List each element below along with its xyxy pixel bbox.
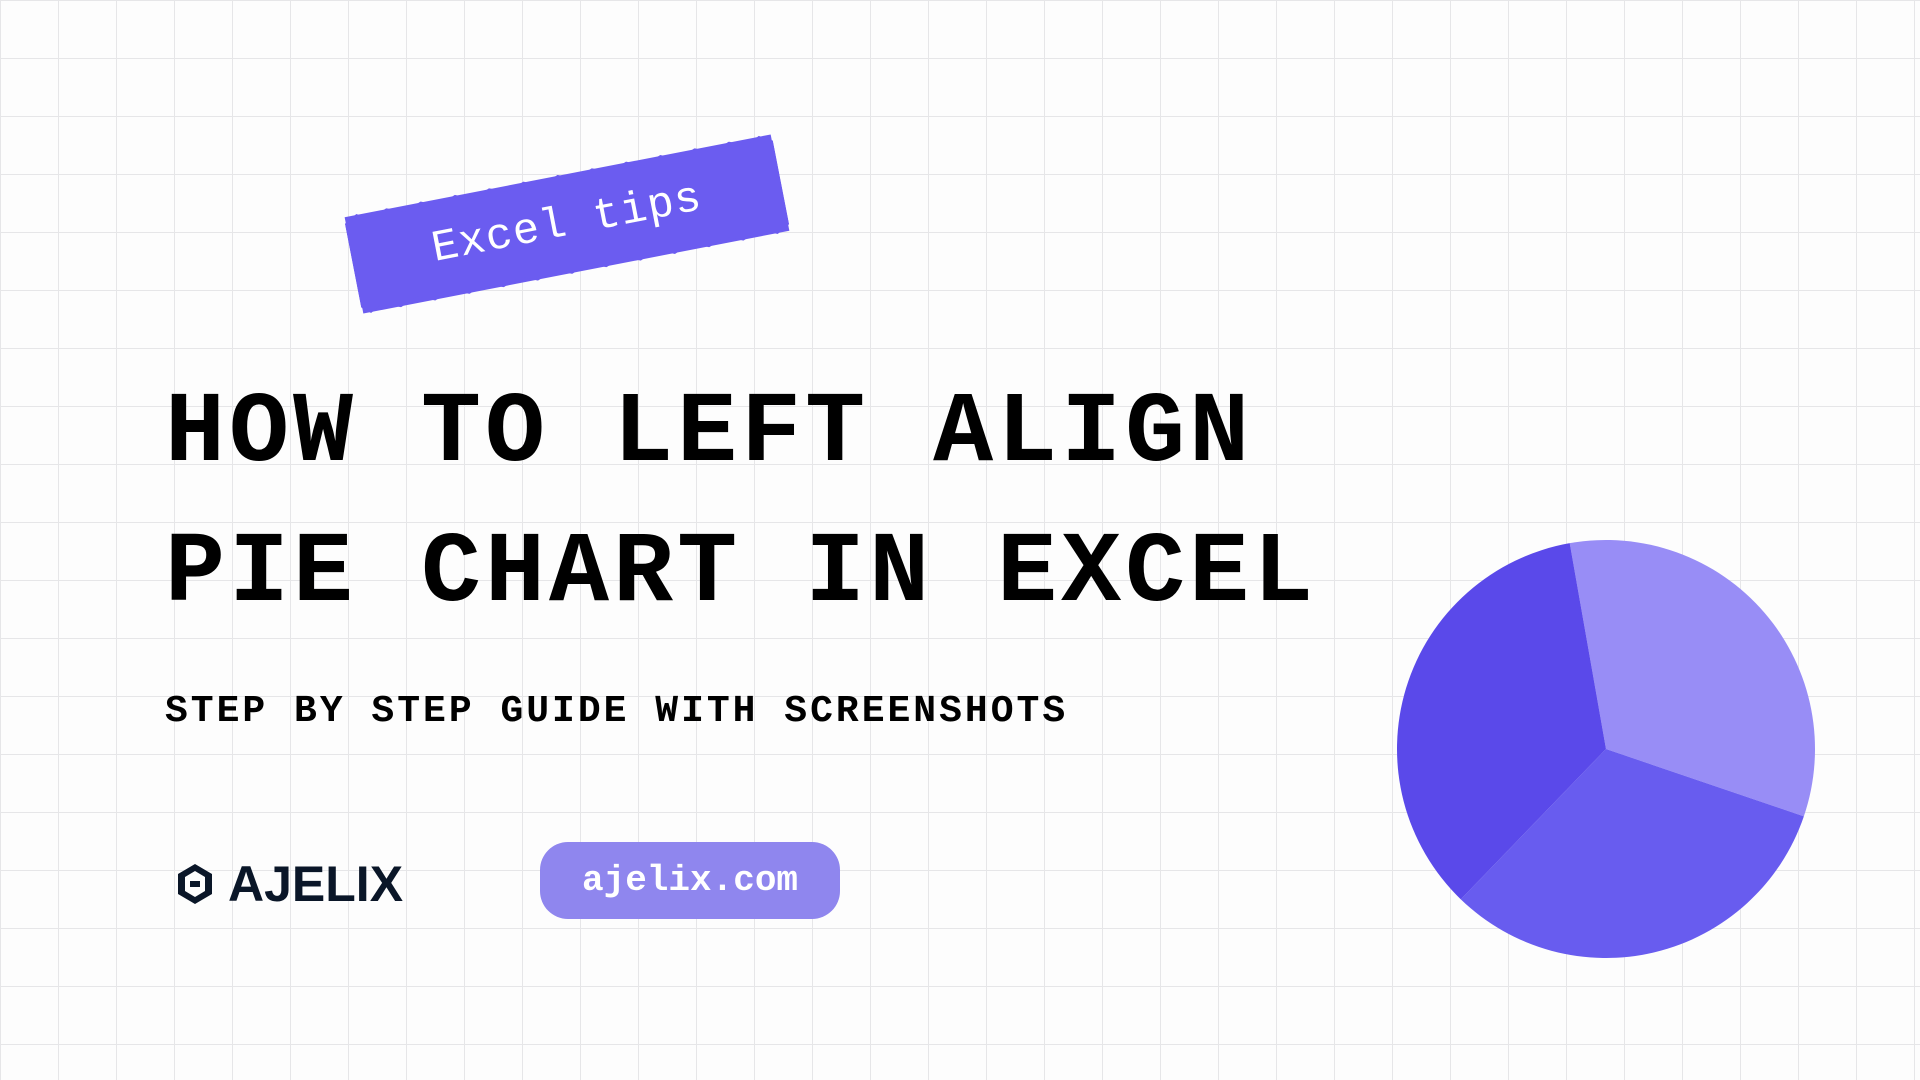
subtitle: STEP BY STEP GUIDE WITH SCREENSHOTS <box>165 690 1068 733</box>
pie-chart-graphic <box>1397 540 1815 958</box>
url-badge[interactable]: ajelix.com <box>540 842 840 919</box>
logo-container: AJELIX <box>170 855 403 913</box>
title-line-1: HOW TO LEFT ALIGN <box>165 365 1317 505</box>
title-line-2: PIE CHART IN EXCEL <box>165 505 1317 645</box>
ajelix-logo-icon <box>170 859 220 909</box>
logo-text: AJELIX <box>228 855 403 913</box>
url-text: ajelix.com <box>582 860 798 901</box>
main-title: HOW TO LEFT ALIGN PIE CHART IN EXCEL <box>165 365 1317 645</box>
